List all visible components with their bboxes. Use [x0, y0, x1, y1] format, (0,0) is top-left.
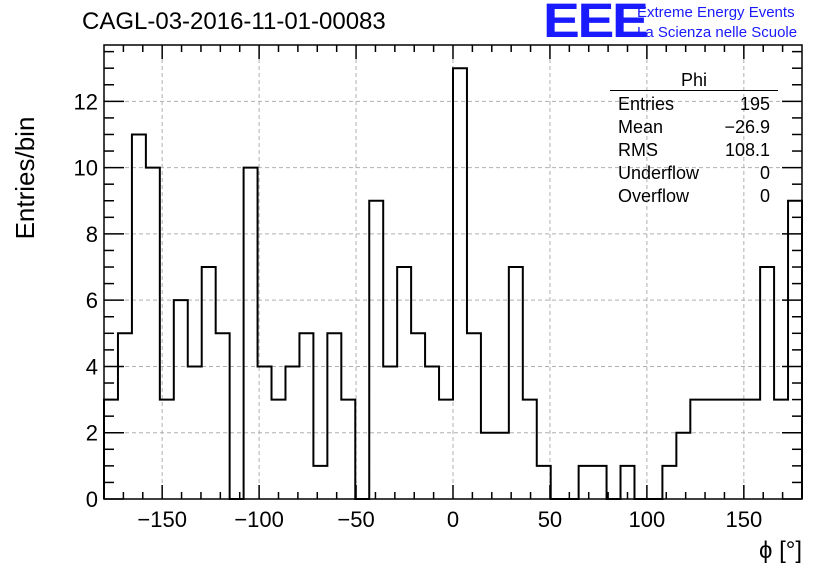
histogram-bin — [118, 333, 132, 499]
x-tick-label: −150 — [137, 507, 187, 532]
y-tick-label: 2 — [86, 421, 98, 446]
y-tick-label: 10 — [74, 156, 98, 181]
histogram-bin — [369, 201, 383, 499]
histogram-bin — [495, 433, 509, 499]
stats-label: Mean — [618, 117, 664, 137]
histogram-bin — [202, 267, 216, 499]
histogram-bars — [103, 67, 803, 500]
stats-value: 0 — [759, 163, 770, 183]
logo-caption-line1: Extreme Energy Events — [637, 4, 795, 21]
histogram-bin — [593, 466, 607, 499]
histogram-bin — [676, 433, 690, 499]
stats-label: Entries — [618, 94, 675, 114]
histogram-bin — [453, 68, 467, 499]
histogram-bin — [467, 333, 481, 499]
stats-label: Underflow — [618, 163, 700, 183]
histogram-outline — [103, 67, 803, 500]
stats-row: Mean −26.9 — [610, 116, 778, 139]
chart-title: CAGL-03-2016-11-01-00083 — [82, 8, 386, 35]
axis-tick-labels: −150 −100 −50 0 50 100 150 0 2 4 6 8 10 12 — [74, 89, 763, 532]
stats-label: RMS — [618, 140, 658, 160]
stats-title: Phi — [610, 70, 778, 91]
histogram-bin — [174, 300, 188, 499]
histogram-bin — [132, 134, 146, 499]
y-tick-label: 12 — [74, 89, 98, 114]
histogram-bin — [341, 400, 355, 499]
histogram-bin — [397, 267, 411, 499]
y-axis-label: Entries/bin — [10, 117, 40, 240]
histogram-bin — [523, 400, 537, 499]
y-tick-label: 6 — [86, 288, 98, 313]
x-tick-label: 100 — [629, 507, 666, 532]
logo-caption: Extreme Energy Events La Scienza nelle S… — [637, 3, 797, 43]
stats-row: Overflow 0 — [610, 185, 778, 208]
histogram-bin — [746, 400, 760, 499]
histogram-bin — [774, 400, 788, 499]
histogram-bin — [704, 400, 718, 499]
x-tick-label: 150 — [725, 507, 762, 532]
eee-logo: EEE — [543, 0, 649, 48]
histogram-bin — [411, 333, 425, 499]
stats-value: 108.1 — [724, 140, 770, 160]
stats-value: −26.9 — [724, 117, 770, 137]
histogram-bin — [327, 333, 341, 499]
y-tick-label: 8 — [86, 222, 98, 247]
x-tick-label: −50 — [337, 507, 374, 532]
stats-row: Underflow 0 — [610, 162, 778, 185]
stats-row: RMS 108.1 — [610, 139, 778, 162]
histogram-bin — [718, 400, 732, 499]
histogram-bin — [662, 466, 676, 499]
histogram-bin — [579, 466, 593, 499]
histogram-bin — [299, 333, 313, 499]
logo-caption-line2: La Scienza nelle Scuole — [637, 24, 798, 41]
histogram-bin — [439, 400, 453, 499]
histogram-bin — [216, 333, 230, 499]
histogram-bin — [690, 400, 704, 499]
x-tick-label: −100 — [234, 507, 284, 532]
y-tick-label: 0 — [86, 487, 98, 512]
stats-row: Entries 195 — [610, 93, 778, 116]
histogram-bin — [272, 400, 286, 499]
histogram-bin — [732, 400, 746, 499]
histogram-bin — [509, 267, 523, 499]
histogram-bin — [146, 168, 160, 499]
x-tick-label: 50 — [538, 507, 562, 532]
stats-value: 0 — [759, 186, 770, 206]
y-tick-label: 4 — [86, 354, 98, 379]
stats-box: Phi Entries 195 Mean −26.9 RMS 108.1 Und… — [610, 70, 778, 208]
histogram-bin — [481, 433, 495, 499]
x-axis-label: ϕ [°] — [759, 537, 802, 564]
histogram-bin — [160, 400, 174, 499]
x-tick-label: 0 — [447, 507, 459, 532]
stats-value: 195 — [739, 94, 770, 114]
stats-label: Overflow — [618, 186, 690, 206]
histogram-bin — [537, 466, 551, 499]
histogram-bin — [760, 267, 774, 499]
histogram-bin — [244, 168, 258, 499]
histogram-bin — [313, 466, 327, 499]
axis-ticks — [104, 45, 802, 500]
